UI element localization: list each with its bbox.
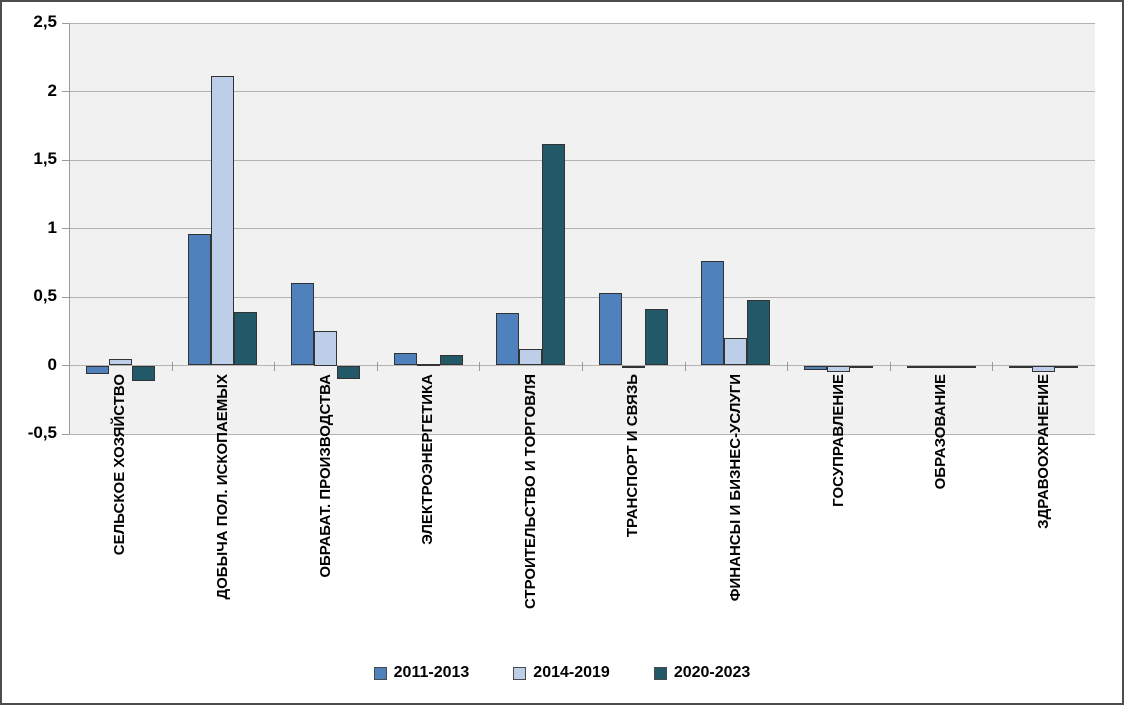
x-axis-tick	[274, 361, 276, 371]
legend-item-2020-2023: 2020-2023	[653, 664, 751, 682]
legend-label: 2011-2013	[393, 664, 470, 681]
bar-2020-2023-cat9	[952, 365, 976, 368]
y-axis-label: -0,5	[27, 423, 57, 442]
bar-2020-2023-cat1	[131, 365, 155, 381]
bar-2011-2013-cat10	[1009, 365, 1033, 369]
bar-2020-2023-cat7	[747, 299, 771, 366]
bar-2020-2023-cat4	[439, 354, 463, 366]
legend-label: 2014-2019	[533, 664, 610, 681]
bar-2020-2023-cat2	[234, 312, 258, 366]
x-axis-tick	[684, 361, 686, 371]
y-axis-tick	[62, 296, 69, 298]
y-axis-label: 2,5	[33, 12, 57, 31]
x-axis-tick	[376, 361, 378, 371]
bar-2020-2023-cat5	[542, 143, 566, 366]
y-axis-label: 0,5	[33, 286, 57, 305]
bar-2014-2019-cat4	[416, 363, 440, 366]
y-axis-label: 2	[47, 80, 57, 100]
gridline-y-0,5	[69, 296, 1095, 298]
x-axis-label: ГОСУПРАВЛЕНИЕ	[829, 373, 847, 507]
y-axis-tick	[62, 22, 69, 24]
x-axis-tick	[787, 361, 789, 371]
y-axis-tick	[62, 365, 69, 366]
x-axis-label: ДОБЫЧА ПОЛ. ИСКОПАЕМЫХ	[213, 373, 231, 600]
x-axis-label: ОБРАБАТ. ПРОИЗВОДСТВА	[316, 373, 334, 578]
y-axis-tick	[62, 433, 69, 435]
bar-2011-2013-cat9	[906, 365, 930, 369]
x-axis-tick	[479, 361, 481, 371]
bar-2014-2019-cat9	[929, 365, 953, 368]
legend-swatch-icon	[653, 666, 667, 680]
bar-2020-2023-cat10	[1055, 365, 1079, 368]
x-axis-tick	[582, 361, 583, 371]
y-axis-tick	[62, 159, 69, 161]
gridline-y--0,5	[69, 433, 1095, 435]
x-axis-tick	[992, 361, 994, 371]
legend-swatch-icon	[373, 666, 387, 680]
bar-2020-2023-cat8	[850, 365, 873, 369]
bar-2011-2013-cat7	[701, 261, 725, 366]
legend-item-2011-2013: 2011-2013	[373, 664, 470, 682]
x-axis-tick	[171, 361, 173, 371]
bar-2011-2013-cat5	[496, 313, 520, 366]
bar-2020-2023-cat3	[337, 365, 360, 380]
bar-2020-2023-cat6	[644, 309, 668, 366]
bar-2014-2019-cat7	[724, 338, 748, 366]
y-axis-line	[69, 23, 70, 434]
bar-2014-2019-cat8	[827, 365, 850, 373]
bar-2014-2019-cat3	[314, 331, 337, 366]
x-axis-label: СЕЛЬСКОЕ ХОЗЯЙСТВО	[111, 373, 129, 555]
bar-2011-2013-cat8	[804, 365, 827, 370]
x-axis-label: ЗДРАВООХРАНЕНИЕ	[1034, 373, 1052, 529]
gridline-y-2	[69, 91, 1095, 92]
x-axis-tick	[889, 361, 891, 371]
y-axis-tick	[62, 228, 69, 229]
bar-2011-2013-cat6	[598, 292, 622, 366]
gridline-y-2,5	[69, 22, 1095, 24]
bar-2014-2019-cat1	[108, 358, 132, 366]
bar-2011-2013-cat3	[291, 283, 314, 366]
legend-swatch-icon	[513, 666, 527, 680]
gridline-y-1	[69, 228, 1095, 229]
y-axis-label: 1,5	[33, 149, 57, 168]
x-axis-label: СТРОИТЕЛЬСТВО И ТОРГОВЛЯ	[521, 373, 539, 609]
legend-label: 2020-2023	[673, 664, 751, 681]
x-axis-label: ОБРАЗОВАНИЕ	[932, 373, 950, 489]
x-axis-label: ТРАНСПОРТ И СВЯЗЬ	[624, 373, 642, 537]
bar-2014-2019-cat5	[519, 349, 543, 366]
bar-2011-2013-cat1	[85, 365, 109, 374]
y-axis-label: 1	[47, 217, 57, 237]
gridline-y-1,5	[69, 159, 1095, 161]
bar-2014-2019-cat6	[621, 365, 645, 369]
x-axis-label: ЭЛЕКТРОЭНЕРГЕТИКА	[419, 373, 437, 545]
bar-2014-2019-cat10	[1032, 365, 1056, 373]
legend-item-2014-2019: 2014-2019	[513, 664, 610, 682]
y-axis-tick	[62, 91, 69, 92]
bar-2011-2013-cat4	[393, 353, 417, 366]
legend: 2011-2013 2014-2019 2020-2023	[2, 664, 1122, 682]
x-axis-label: ФИНАНСЫ И БИЗНЕС-УСЛУГИ	[726, 373, 744, 601]
y-axis-label: 0	[47, 354, 57, 374]
bar-2011-2013-cat2	[188, 233, 212, 366]
bar-2014-2019-cat2	[211, 76, 235, 366]
